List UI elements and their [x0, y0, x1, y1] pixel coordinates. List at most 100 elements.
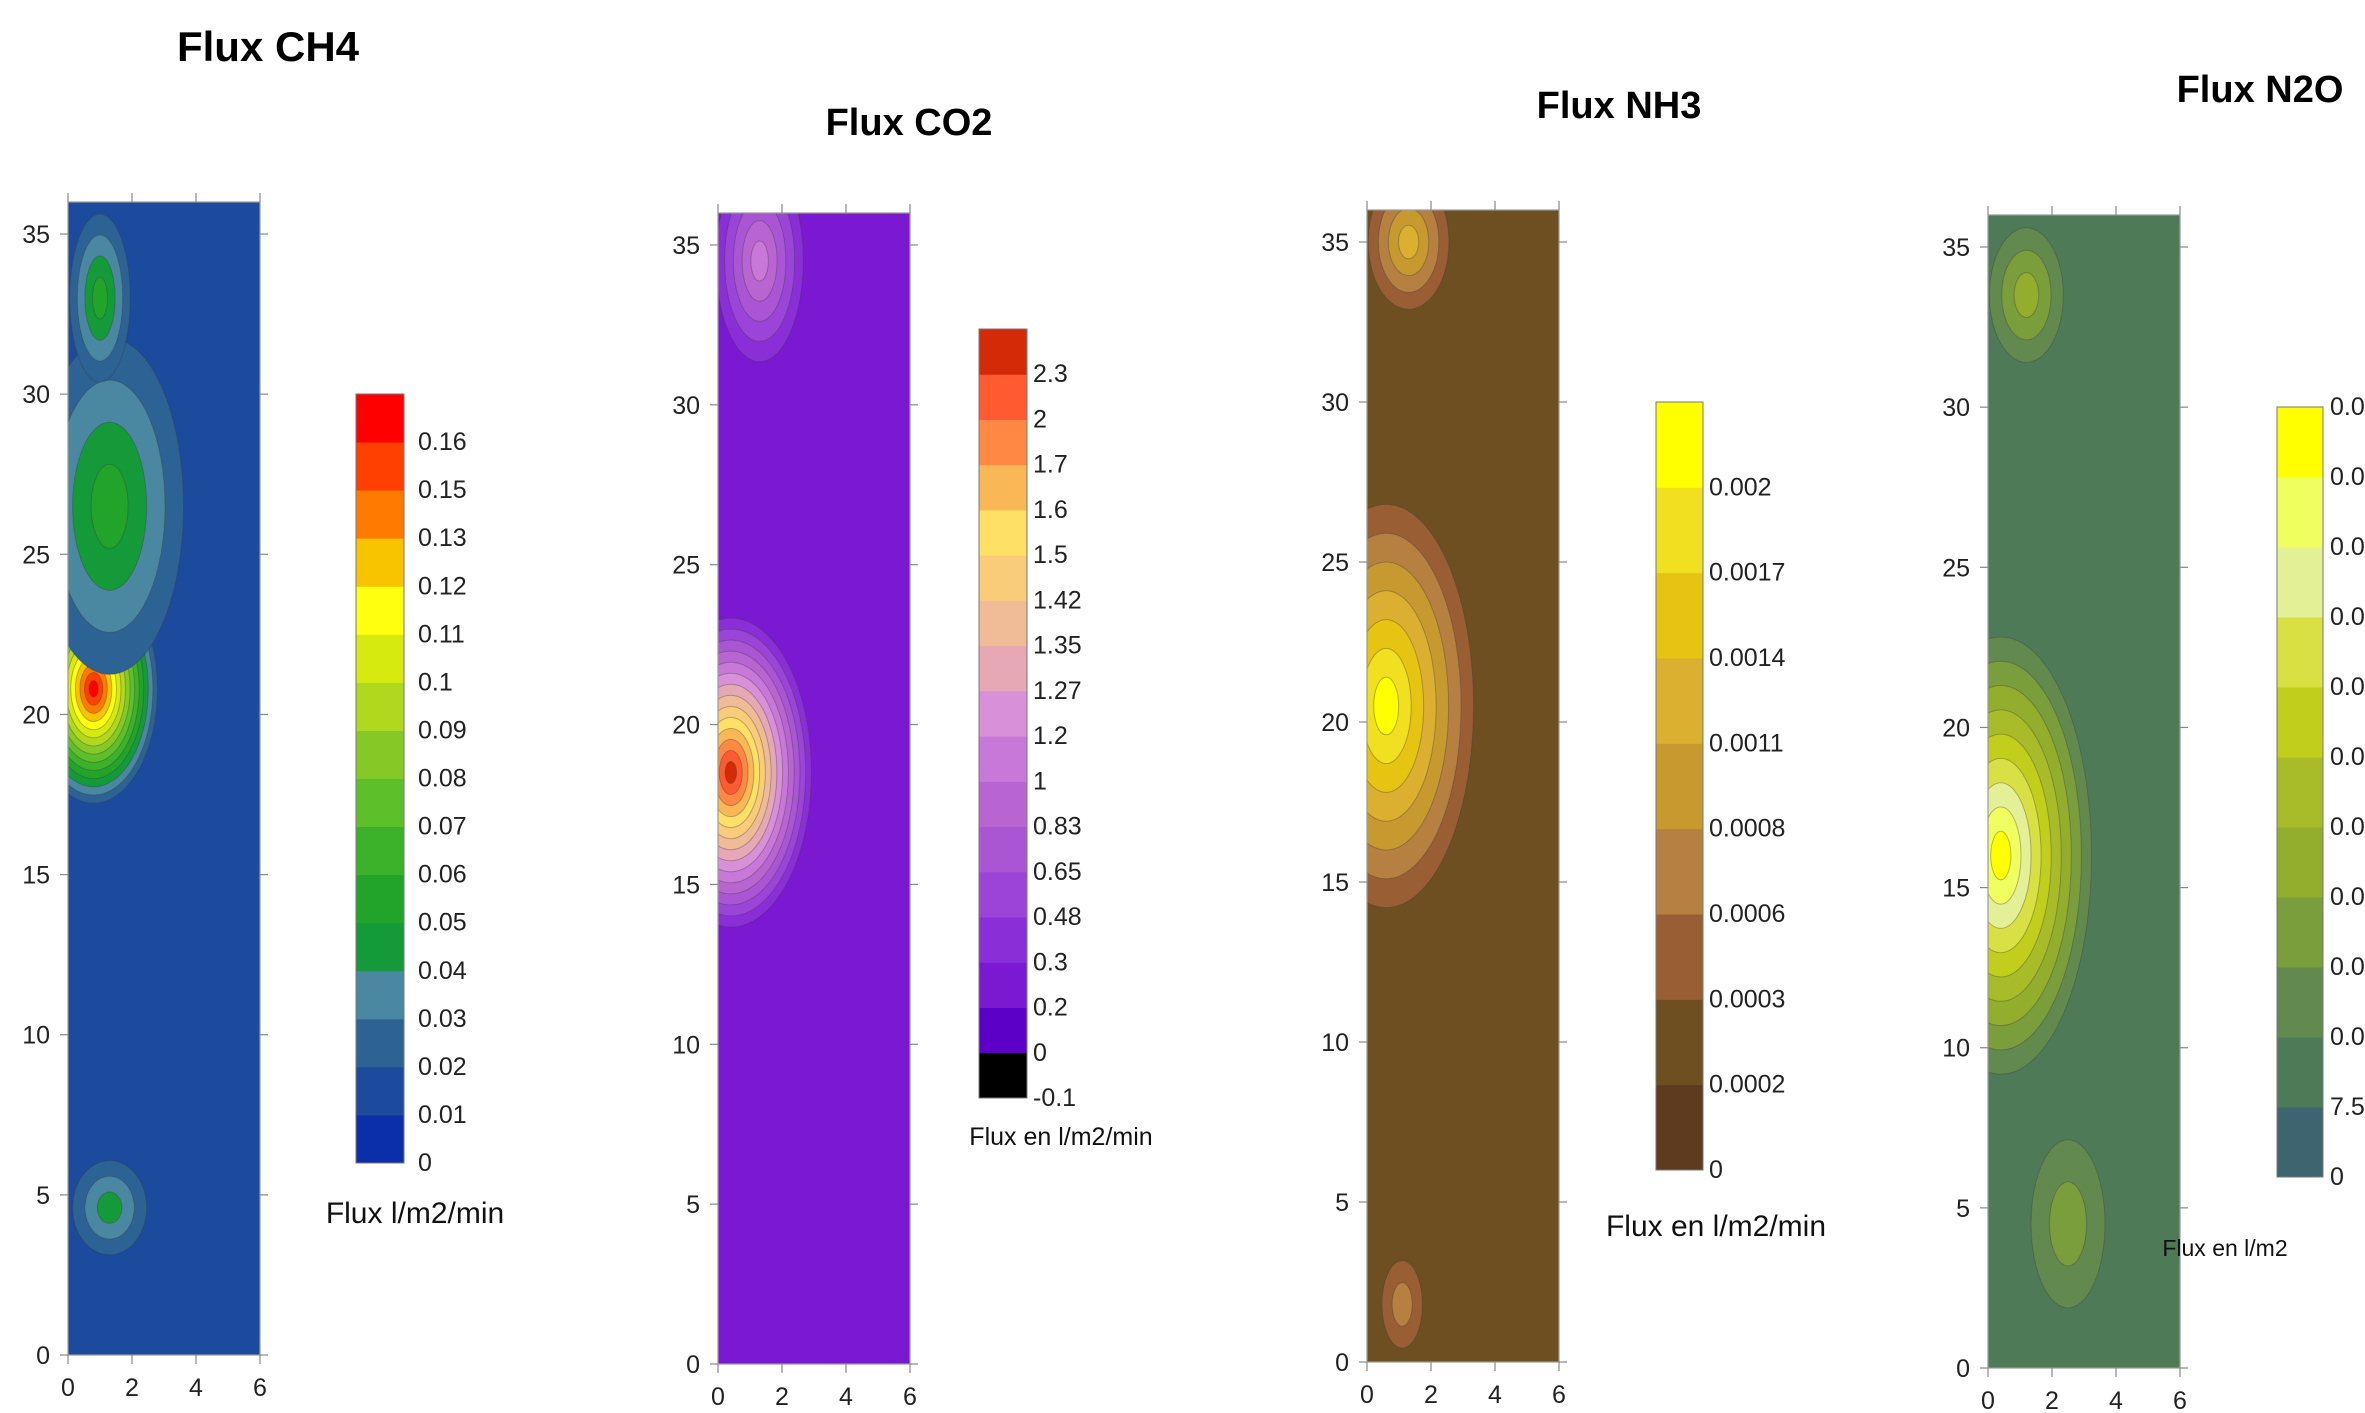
colorbar-level-label: 0.11: [418, 620, 465, 648]
y-tick-label: 0: [36, 1342, 50, 1370]
colorbar-swatch: [356, 730, 404, 779]
colorbar-level-label: 0.0: [2330, 953, 2365, 981]
colorbar-swatch: [356, 634, 404, 683]
colorbar-level-label: 0.09: [418, 716, 467, 744]
colorbar-level-label: 0.002: [1709, 473, 1772, 501]
y-tick-label: 5: [686, 1191, 700, 1219]
colorbar-level-label: 0.0017: [1709, 559, 1785, 587]
colorbar-level-label: 0.0: [2330, 463, 2365, 491]
y-tick-label: 30: [1321, 389, 1349, 417]
contour-band: [1398, 224, 1420, 260]
colorbar-frame: [978, 328, 1028, 1099]
y-tick-label: 25: [22, 541, 50, 569]
colorbar-swatch: [2277, 967, 2323, 1038]
colorbar-level-label: 0.0006: [1709, 900, 1785, 928]
y-tick-label: 15: [1942, 875, 1970, 903]
colorbar-level-label: 0.0: [2330, 393, 2365, 421]
colorbar-level-label: 0.0: [2330, 603, 2365, 631]
colorbar: 0 0.0002 0.0003 0.0006 0.0008 0.0011 0.0014 0.0…: [1606, 401, 1826, 1243]
colorbar-swatch: [979, 690, 1027, 737]
colorbar-level-label: 0.05: [418, 909, 467, 937]
contour-band: [1391, 1282, 1413, 1327]
y-tick-label: 10: [22, 1022, 50, 1050]
colorbar-swatch: [2277, 1037, 2323, 1108]
colorbar-swatch: [2277, 897, 2323, 968]
y-tick-label: 20: [672, 712, 700, 740]
colorbar-swatch: [1656, 658, 1703, 744]
y-axis: 0 5 10 15 20 25 30 35: [1942, 234, 2188, 1383]
colorbar-swatch: [1656, 743, 1703, 830]
colorbar-swatch: [979, 826, 1027, 873]
colorbar-level-label: 1.7: [1033, 451, 1068, 479]
plot-frame: [1987, 214, 2181, 1369]
colorbar-swatch: [356, 1114, 404, 1164]
y-axis: 0 5 10 15 20 25 30 35: [1321, 229, 1567, 1377]
y-axis: 0 5 10 15 20 25 30 35: [672, 232, 918, 1379]
y-tick-label: 30: [672, 392, 700, 420]
colorbar-swatch: [356, 778, 404, 828]
colorbar-swatch: [979, 736, 1027, 782]
colorbar-level-label: 0.3: [1033, 948, 1068, 976]
x-tick-label: 4: [2109, 1387, 2123, 1413]
colorbar-level-label: 0.16: [418, 428, 467, 456]
contour-band: [1990, 830, 2012, 881]
colorbar-swatch: [979, 329, 1027, 375]
colorbar-level-label: 0.83: [1033, 813, 1082, 841]
x-tick-label: 0: [711, 1383, 725, 1411]
contour-band: [96, 1191, 123, 1224]
colorbar-unit-label: Flux en l/m2/min: [969, 1123, 1152, 1151]
y-tick-label: 25: [1321, 549, 1349, 577]
colorbar-swatch: [979, 781, 1027, 828]
colorbar-level-label: -0.1: [1033, 1084, 1076, 1112]
panel-title: Flux CO2: [826, 102, 993, 144]
plot-frame: [1366, 209, 1560, 1363]
colorbar-frame: [2276, 406, 2324, 1178]
colorbar-swatch: [979, 600, 1027, 647]
y-tick-label: 35: [672, 232, 700, 260]
colorbar-unit-label: Flux en l/m2: [2162, 1235, 2287, 1261]
colorbar-swatch: [2277, 617, 2323, 688]
colorbar-swatch: [979, 645, 1027, 692]
contour-band: [90, 463, 129, 549]
x-tick-label: 6: [1552, 1381, 1566, 1409]
colorbar-level-label: 2.3: [1033, 360, 1068, 388]
colorbar-swatch: [1656, 1084, 1703, 1171]
colorbar-swatch: [356, 970, 404, 1020]
plot-frame: [67, 201, 261, 1356]
colorbar-level-label: 0.04: [418, 957, 467, 985]
panel-title: Flux N2O: [2177, 69, 2344, 111]
colorbar-level-label: 0.0: [2330, 743, 2365, 771]
colorbar-swatch: [356, 1066, 404, 1116]
y-tick-label: 0: [686, 1351, 700, 1379]
x-tick-label: 4: [839, 1383, 853, 1411]
contour-field: [1988, 227, 2106, 1309]
colorbar-frame: [355, 393, 405, 1164]
colorbar-swatch: [2277, 827, 2323, 898]
colorbar-level-label: 0: [1033, 1039, 1047, 1067]
colorbar-swatch: [979, 509, 1027, 556]
contour-band: [88, 680, 99, 698]
x-tick-label: 2: [1424, 1381, 1438, 1409]
y-tick-label: 5: [1956, 1195, 1970, 1223]
colorbar-level-label: 0.03: [418, 1005, 467, 1033]
y-tick-label: 35: [1321, 229, 1349, 257]
colorbar-level-label: 0: [418, 1149, 432, 1177]
colorbar-unit-label: Flux en l/m2/min: [1606, 1210, 1826, 1243]
colorbar-level-label: 0.2: [1033, 994, 1068, 1022]
colorbar-swatch: [979, 1052, 1027, 1099]
colorbar-swatch: [356, 394, 404, 443]
colorbar-swatch: [2277, 547, 2323, 618]
colorbar-level-label: 1.27: [1033, 677, 1082, 705]
colorbar-swatch: [356, 490, 404, 539]
y-tick-label: 10: [672, 1031, 700, 1059]
colorbar-level-label: 0.0: [2330, 1023, 2365, 1051]
plot-frame: [717, 212, 911, 1365]
colorbar-level-label: 0: [1709, 1156, 1723, 1184]
x-tick-label: 2: [775, 1383, 789, 1411]
colorbar-swatch: [979, 962, 1027, 1009]
colorbar-swatch: [1656, 914, 1703, 1000]
x-axis: 0 2 4 6: [711, 204, 917, 1411]
